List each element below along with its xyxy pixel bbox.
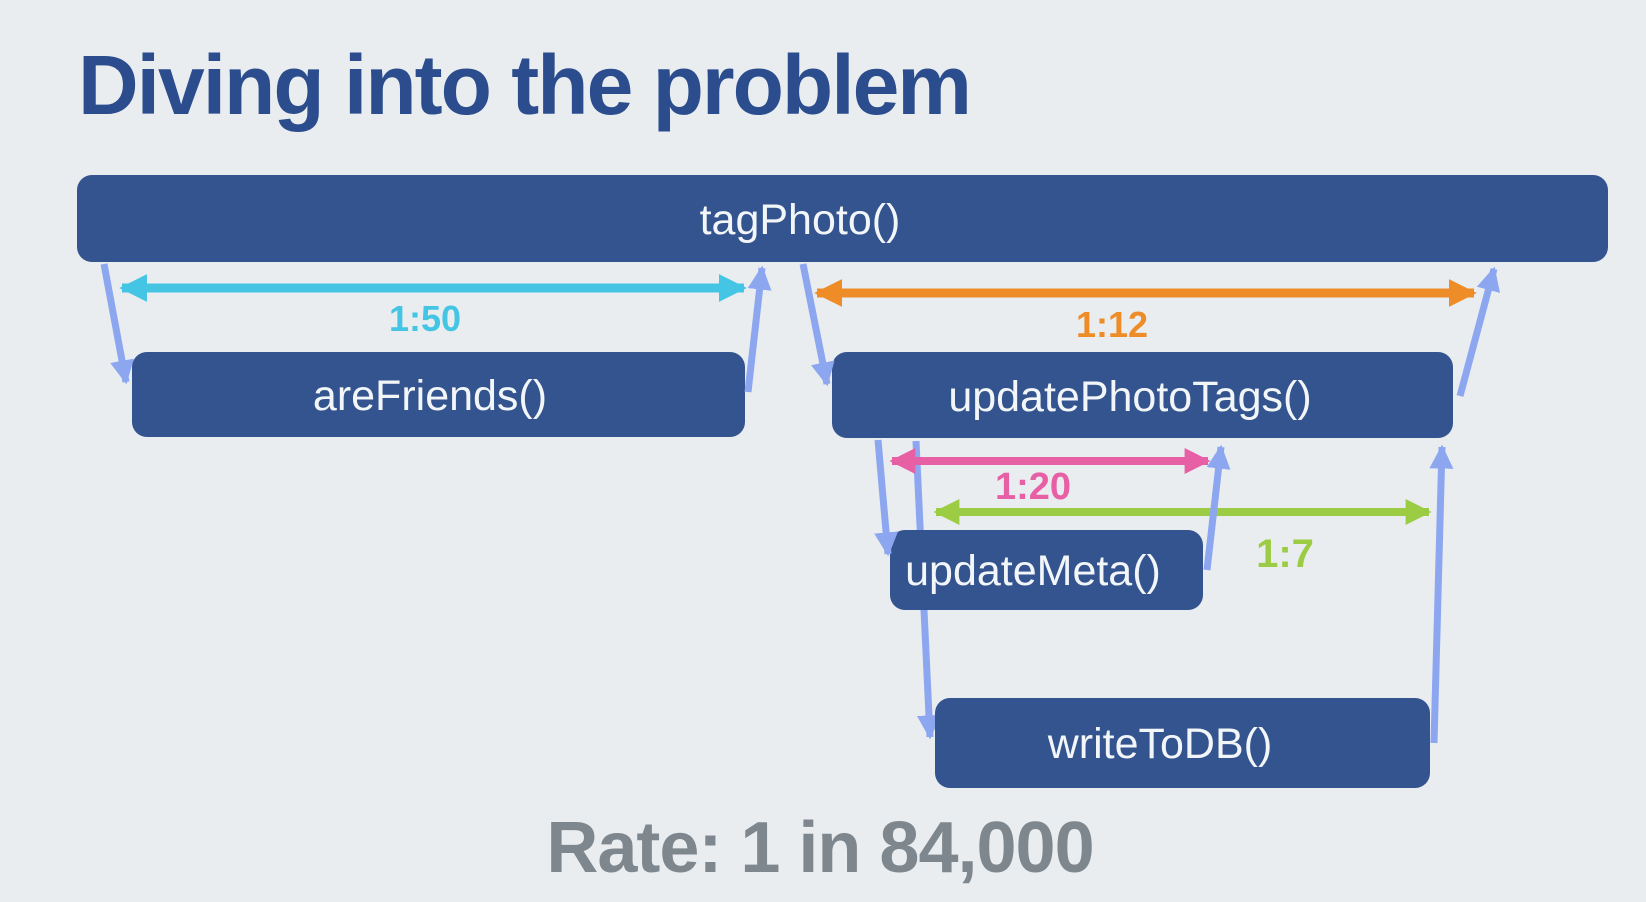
return-arrow-arefriends-tagphoto <box>744 265 772 393</box>
return-arrow-updatemeta-updatephototags <box>1203 444 1231 571</box>
node-updatephototags-box <box>832 352 1453 438</box>
return-arrow-writetodb-updatephototags <box>1429 444 1454 744</box>
node-writetodb-label: writeToDB() <box>1047 720 1273 768</box>
node-tagphoto-box <box>77 175 1608 262</box>
node-updatemeta: updateMeta() <box>890 530 1203 610</box>
node-arefriends-box <box>132 352 745 437</box>
ratio-label-1-12: 1:12 <box>1076 304 1148 345</box>
node-writetodb-box <box>935 698 1430 788</box>
node-updatephototags: updatePhotoTags() <box>832 352 1453 438</box>
node-writetodb: writeToDB() <box>935 698 1430 788</box>
node-arefriends-label: areFriends() <box>313 372 547 420</box>
node-updatephototags-label: updatePhotoTags() <box>948 373 1311 421</box>
ratio-label-1-20: 1:20 <box>995 466 1071 508</box>
node-tagphoto-label: tagPhoto() <box>700 196 901 244</box>
return-arrow-updatephototags-tagphoto <box>1456 266 1501 397</box>
node-arefriends: areFriends() <box>132 352 745 437</box>
call-arrow-updatephototags-updatemeta <box>874 439 899 557</box>
page-title: Diving into the problem <box>78 38 970 132</box>
node-updatemeta-label: updateMeta() <box>905 547 1161 595</box>
node-updatemeta-box <box>890 530 1203 610</box>
ratio-label-1-7: 1:7 <box>1256 532 1314 576</box>
ratio-label-1-50: 1:50 <box>389 298 461 339</box>
node-tagphoto: tagPhoto() <box>77 175 1608 262</box>
call-arrow-tagphoto-arefriends <box>100 263 134 385</box>
call-arrow-tagphoto-updatephototags <box>799 263 835 387</box>
rate-caption: Rate: 1 in 84,000 <box>546 808 1093 888</box>
